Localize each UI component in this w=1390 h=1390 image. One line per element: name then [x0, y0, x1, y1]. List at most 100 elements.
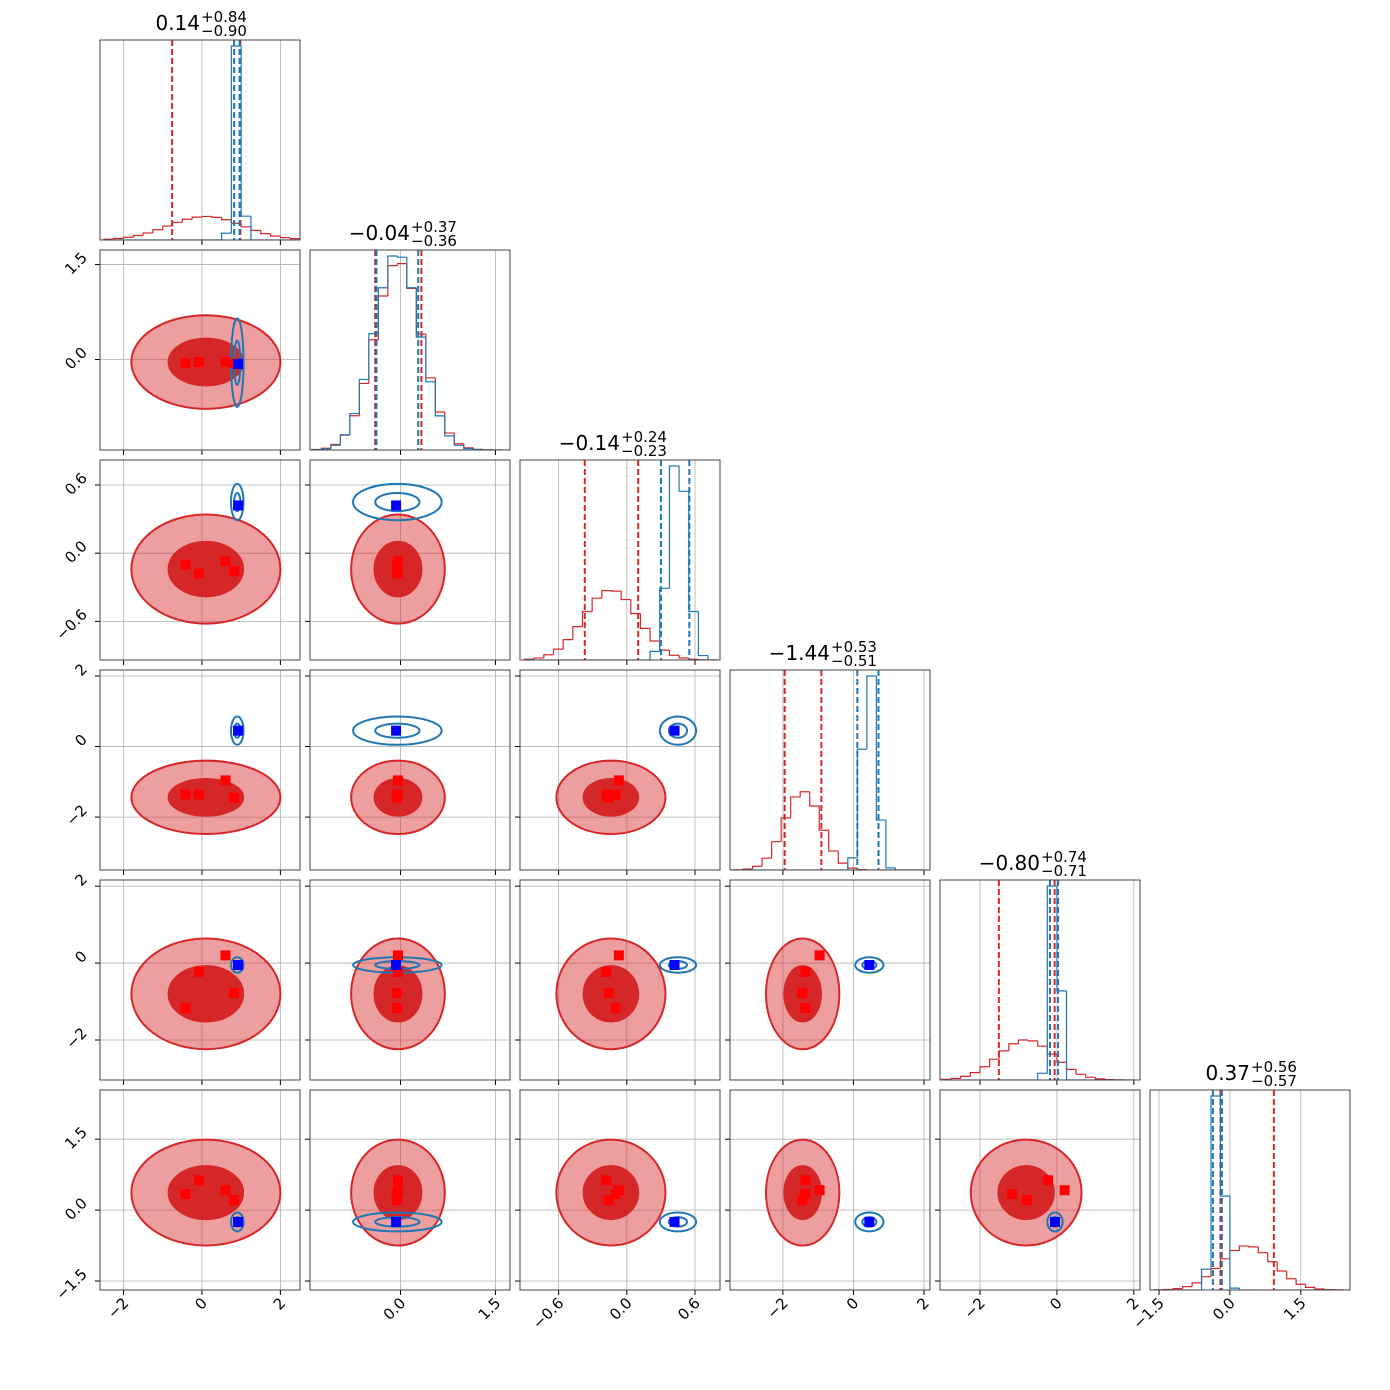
title-plus: +0.24: [621, 428, 667, 446]
histogram-step: [444, 415, 455, 437]
histogram-step: [659, 587, 670, 652]
histogram-step: [552, 648, 564, 655]
panel-frame: [309, 459, 511, 661]
marker: [392, 775, 403, 786]
histogram-step: [358, 378, 369, 414]
histogram-step: [1027, 1039, 1038, 1042]
histogram-step: [1314, 1287, 1325, 1290]
marker: [1050, 1216, 1060, 1227]
histogram-step: [320, 448, 331, 450]
histogram-step: [434, 377, 445, 413]
marker: [193, 357, 204, 368]
histogram-step: [453, 433, 464, 445]
histogram-step: [472, 448, 483, 450]
histogram-step: [894, 867, 905, 870]
histogram-step: [1075, 1069, 1086, 1075]
y-tick-label: −0.6: [52, 605, 90, 643]
marker: [392, 556, 403, 567]
marker: [797, 1195, 808, 1206]
histogram-step: [415, 287, 426, 338]
panel: [520, 1090, 720, 1290]
x-tick-label: 0.0: [1209, 1294, 1239, 1324]
panel: [523, 460, 719, 660]
panel: [100, 880, 300, 1080]
marker: [603, 988, 614, 999]
marker: [391, 792, 402, 803]
marker: [229, 1195, 240, 1206]
y-tick-label: 0: [71, 731, 90, 750]
contour: [167, 540, 245, 598]
x-tick-label: 0.6: [674, 1294, 704, 1324]
marker: [193, 789, 204, 800]
marker: [193, 1175, 204, 1186]
title-minus: −0.71: [1041, 862, 1087, 880]
contour: [667, 722, 689, 739]
histogram-step: [220, 232, 232, 240]
marker: [233, 1216, 244, 1227]
marker: [233, 358, 244, 369]
marker: [800, 1175, 811, 1186]
histogram-step: [162, 225, 173, 230]
y-tick-label: 2: [71, 870, 90, 889]
x-tick-label: −2: [763, 1294, 791, 1322]
histogram-step: [591, 597, 602, 612]
marker: [603, 792, 614, 803]
histogram-step: [1238, 1245, 1249, 1251]
histogram-step: [377, 287, 388, 334]
histogram-step: [649, 628, 660, 642]
marker: [800, 1189, 811, 1200]
histogram-step: [1276, 1261, 1287, 1272]
marker: [392, 950, 403, 961]
marker: [180, 789, 191, 800]
histogram-step: [969, 1072, 980, 1077]
histogram-step: [761, 857, 772, 867]
histogram-step: [1238, 1288, 1249, 1290]
histogram-step: [396, 256, 407, 258]
contour: [997, 1165, 1055, 1221]
panel-frame: [939, 1089, 1141, 1291]
histogram-step: [818, 806, 829, 831]
contour: [352, 715, 443, 746]
histogram-step: [1065, 990, 1077, 1080]
marker: [193, 966, 204, 977]
histogram-step: [152, 229, 163, 233]
marker: [233, 500, 244, 511]
panel: [311, 250, 502, 450]
histogram-step: [387, 255, 398, 288]
y-tick-label: 0.0: [61, 537, 91, 567]
title-plus: +0.37: [411, 218, 457, 236]
histogram-step: [837, 851, 848, 864]
histogram-step: [368, 333, 379, 380]
panel-frame: [939, 879, 1141, 1081]
x-tick-label: 0.0: [380, 1294, 410, 1324]
panel-title: −0.04: [349, 221, 410, 245]
marker: [797, 988, 808, 999]
panel: [310, 1090, 510, 1290]
panel-frame: [99, 1089, 301, 1291]
contour: [854, 1211, 885, 1233]
panel-frame: [309, 879, 511, 1081]
histogram-step: [1219, 1096, 1230, 1197]
y-tick-label: −2: [62, 801, 90, 829]
histogram-step: [1085, 1074, 1096, 1078]
histogram-step: [1295, 1278, 1306, 1285]
contour: [658, 715, 698, 746]
histogram-step: [463, 445, 474, 450]
contour: [374, 722, 421, 739]
histogram-step: [885, 820, 896, 869]
histogram-step: [1257, 1246, 1268, 1254]
histogram-step: [1037, 1072, 1048, 1080]
histogram-step: [998, 1050, 1009, 1060]
histogram-step: [191, 216, 202, 220]
marker: [613, 950, 624, 961]
histogram-step: [349, 412, 360, 435]
marker: [391, 500, 402, 511]
histogram-step: [211, 216, 222, 218]
marker: [220, 556, 231, 567]
panel: [310, 670, 510, 870]
x-tick-label: 0: [1046, 1294, 1065, 1313]
histogram-step: [678, 466, 689, 492]
panel-frame: [99, 879, 301, 1081]
histogram-step: [1065, 1062, 1077, 1070]
histogram-step: [875, 676, 886, 821]
